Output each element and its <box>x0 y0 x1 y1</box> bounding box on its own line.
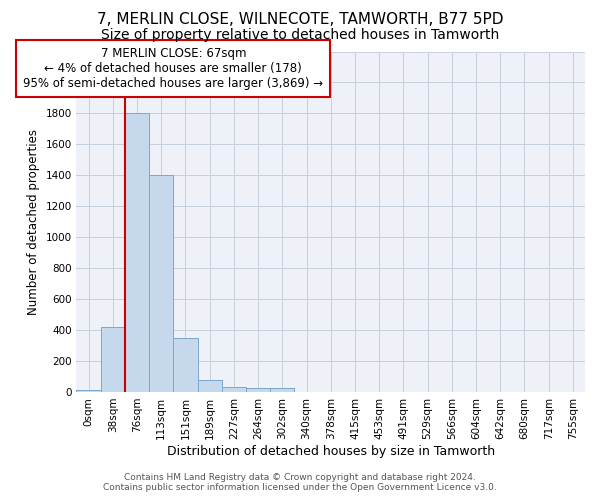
Bar <box>149 176 173 392</box>
Bar <box>246 388 270 392</box>
Bar <box>76 390 101 392</box>
Text: Size of property relative to detached houses in Tamworth: Size of property relative to detached ho… <box>101 28 499 42</box>
Bar <box>101 327 125 392</box>
X-axis label: Distribution of detached houses by size in Tamworth: Distribution of detached houses by size … <box>167 444 495 458</box>
Y-axis label: Number of detached properties: Number of detached properties <box>27 128 40 314</box>
Bar <box>197 380 222 392</box>
Text: 7 MERLIN CLOSE: 67sqm
← 4% of detached houses are smaller (178)
95% of semi-deta: 7 MERLIN CLOSE: 67sqm ← 4% of detached h… <box>23 47 323 90</box>
Bar <box>173 338 197 392</box>
Bar <box>222 388 246 392</box>
Text: 7, MERLIN CLOSE, WILNECOTE, TAMWORTH, B77 5PD: 7, MERLIN CLOSE, WILNECOTE, TAMWORTH, B7… <box>97 12 503 28</box>
Text: Contains HM Land Registry data © Crown copyright and database right 2024.
Contai: Contains HM Land Registry data © Crown c… <box>103 473 497 492</box>
Bar <box>125 114 149 392</box>
Bar <box>270 388 295 392</box>
